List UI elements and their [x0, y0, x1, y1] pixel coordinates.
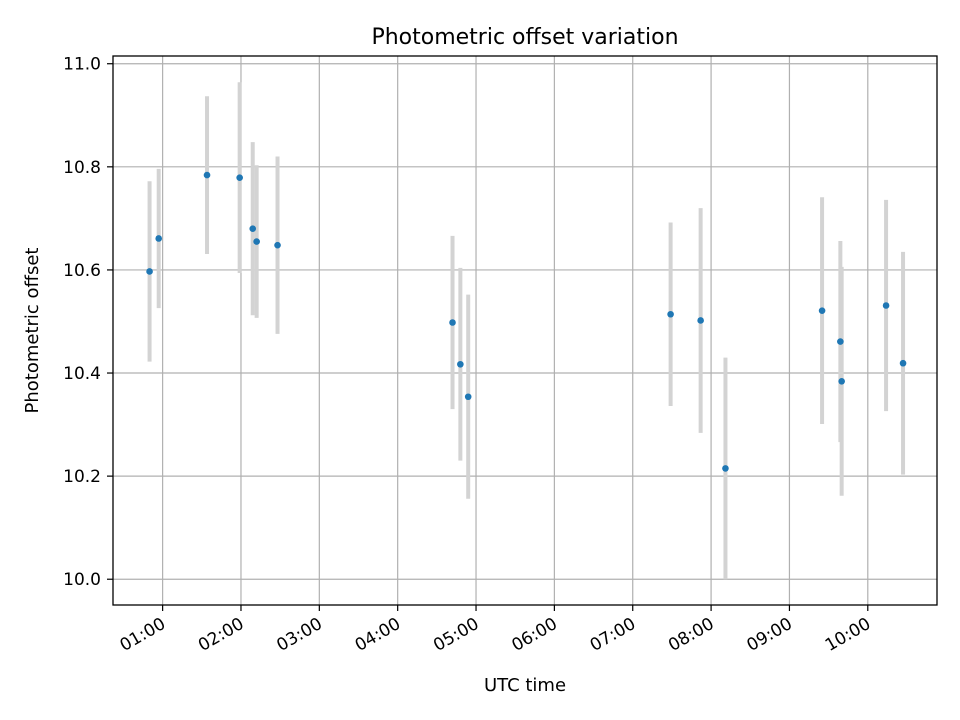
x-tick-label: 06:00	[508, 614, 560, 656]
data-point	[818, 307, 826, 314]
x-tick-label: 10:00	[822, 614, 874, 656]
y-tick-label: 10.4	[63, 364, 101, 384]
y-axis-label: Photometric offset	[22, 248, 43, 414]
data-point	[146, 268, 153, 275]
x-tick-label: 09:00	[744, 614, 796, 656]
data-point	[274, 241, 281, 249]
y-tick-label: 10.8	[63, 158, 101, 178]
data-point	[253, 238, 260, 245]
x-tick-label: 03:00	[273, 614, 325, 656]
data-point	[236, 174, 243, 181]
data-point	[722, 465, 729, 472]
data-point	[697, 317, 704, 324]
data-point	[882, 302, 890, 309]
x-tick-label: 02:00	[195, 614, 247, 656]
grid-layer	[113, 56, 937, 605]
x-tick-label: 05:00	[430, 614, 482, 656]
x-axis-label: UTC time	[484, 675, 566, 696]
data-point	[155, 235, 163, 242]
data-point	[837, 338, 844, 345]
data-point	[457, 360, 464, 368]
data-point	[899, 359, 907, 367]
y-tick-label: 11.0	[63, 55, 101, 75]
data-point	[249, 225, 257, 232]
data-point	[203, 171, 211, 179]
y-tick-label: 10.6	[63, 261, 101, 281]
chart-title: Photometric offset variation	[371, 25, 678, 50]
point-layer	[146, 171, 907, 472]
y-tick-label: 10.0	[63, 570, 101, 590]
data-point	[449, 319, 456, 326]
x-tick-label: 08:00	[665, 614, 717, 656]
y-tick-label: 10.2	[63, 467, 101, 487]
plot-frame	[112, 55, 938, 606]
data-point	[464, 393, 472, 401]
x-tick-label: 04:00	[352, 614, 404, 656]
data-point	[667, 310, 674, 318]
x-tick-label: 07:00	[587, 614, 639, 656]
data-point	[838, 377, 845, 385]
x-tick-label: 01:00	[117, 614, 169, 656]
